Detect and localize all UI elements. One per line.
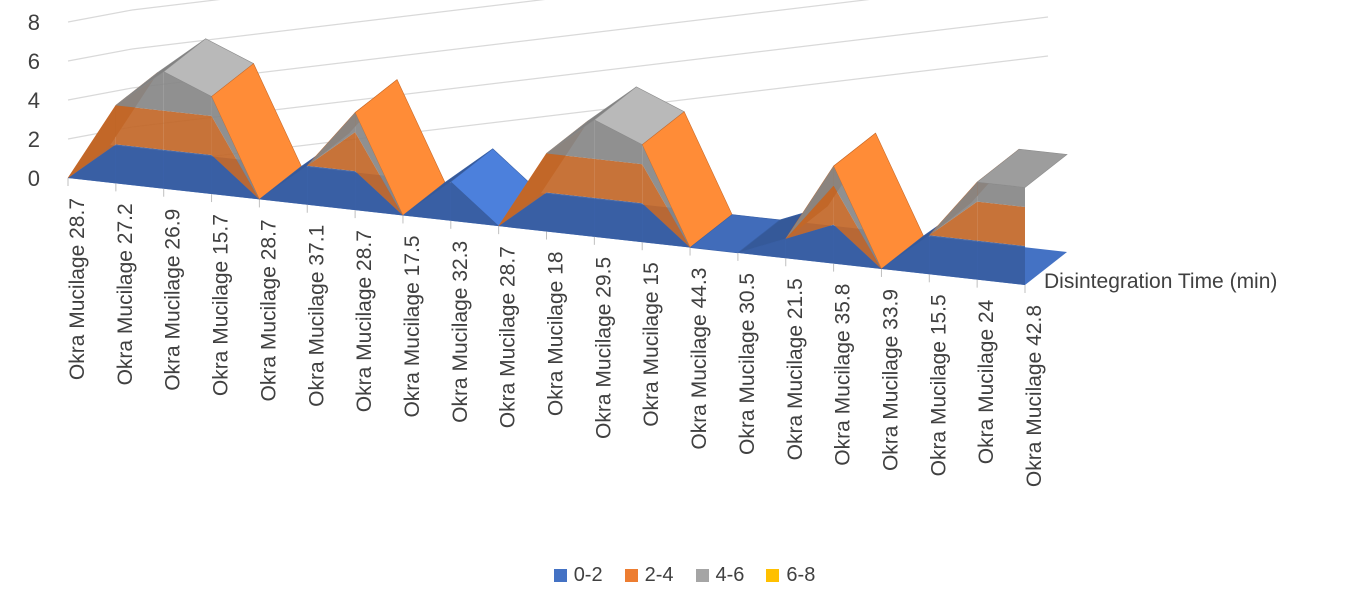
gridline-back: [131, 0, 221, 11]
surface-face-band: [211, 116, 260, 200]
surface-face-band: [594, 197, 643, 243]
surface-face-band: [450, 181, 499, 227]
y-tick-label: 0: [28, 166, 40, 191]
gridline-back: [131, 0, 546, 50]
x-tick-label: Okra Mucilage 24: [975, 299, 998, 464]
surface-face-band: [881, 235, 930, 275]
legend-swatch: [624, 569, 638, 582]
surface-face-band: [259, 165, 308, 205]
gridline-side: [67, 9, 133, 23]
surface-face-band: [642, 144, 691, 248]
x-tick-label: Okra Mucilage 28.7: [497, 246, 520, 428]
x-tick-label: Okra Mucilage 17.5: [401, 235, 424, 417]
x-axis-ticks: Okra Mucilage 28.7 Okra Mucilage 27.2 Okra…: [66, 178, 1046, 487]
gridline-side: [67, 87, 133, 101]
surface-face-band: [785, 224, 834, 264]
x-tick-label: Okra Mucilage 28.7: [257, 219, 280, 401]
surface-face-band: [833, 166, 882, 269]
x-tick-label: Okra Mucilage 15.7: [210, 214, 233, 396]
x-tick-label: Okra Mucilage 44.3: [688, 268, 711, 450]
surface-face-band: [211, 155, 260, 200]
surface-face-band: [307, 165, 356, 211]
surface-face-band: [546, 153, 595, 198]
y-axis-ticks: 0 2 4 6 8: [28, 10, 40, 191]
legend: 0-2 2-4 4-6 6-8: [0, 564, 1369, 587]
legend-swatch: [766, 569, 780, 582]
surface-face-band: [546, 192, 595, 237]
surface-strip: [976, 148, 1068, 188]
y-tick-label: 4: [28, 88, 40, 113]
surface-face-band: [977, 182, 1025, 207]
surface-face-band: [498, 192, 547, 232]
surface-face-band: [355, 171, 403, 216]
surface-face-band: [211, 96, 260, 200]
x-tick-label: Okra Mucilage 29.5: [592, 257, 615, 439]
legend-item: 0-2: [553, 564, 603, 587]
x-tick-label: Okra Mucilage 37.1: [305, 225, 328, 407]
surface-face-band: [833, 224, 882, 269]
surface-face-band: [498, 153, 547, 227]
x-tick-label: Okra Mucilage 18: [545, 252, 568, 417]
x-tick-label: Okra Mucilage 21.5: [784, 278, 807, 460]
x-tick-label: Okra Mucilage 33.9: [879, 289, 902, 471]
x-tick-label: Okra Mucilage 27.2: [114, 203, 137, 385]
gridline-back: [131, 0, 870, 89]
legend-item: 6-8: [766, 564, 815, 587]
legend-item: 2-4: [624, 564, 674, 587]
legend-label: 6-8: [786, 564, 816, 586]
surface-face-band: [929, 235, 978, 280]
x-tick-label: Okra Mucilage 42.8: [1023, 305, 1046, 487]
series-axis-label: Disintegration Time (min): [1044, 270, 1277, 293]
surface-face-band: [163, 149, 212, 195]
x-tick-label: Okra Mucilage 32.3: [449, 241, 472, 423]
legend-label: 0-2: [573, 564, 603, 586]
surface-face-band: [115, 71, 164, 111]
surface-face-band: [977, 201, 1025, 246]
x-tick-label: Okra Mucilage 35.8: [832, 284, 855, 466]
surface-face-band: [115, 105, 164, 150]
surface-face-band: [68, 144, 116, 184]
surface-face-band: [737, 238, 786, 259]
gridline-back: [131, 16, 1049, 128]
surface-face-band: [785, 166, 834, 239]
surface-face-band: [355, 112, 403, 216]
surface-face-band: [594, 158, 643, 204]
x-tick-label: Okra Mucilage 15: [640, 262, 663, 427]
surface-face-band: [929, 182, 978, 236]
surface-face-band: [594, 119, 643, 165]
surface-face-band: [307, 132, 356, 172]
surface-face-band: [115, 144, 164, 189]
legend-swatch: [553, 569, 567, 582]
y-tick-label: 8: [28, 10, 40, 35]
legend-label: 2-4: [644, 564, 674, 586]
surface-face-band: [307, 112, 356, 166]
x-tick-label: Okra Mucilage 26.9: [162, 209, 185, 391]
x-tick-label: Okra Mucilage 15.5: [927, 294, 950, 476]
y-tick-label: 6: [28, 49, 40, 74]
surface-face-band: [833, 185, 882, 269]
x-tick-label: Okra Mucilage 28.7: [353, 230, 376, 412]
x-tick-label: Okra Mucilage 30.5: [736, 273, 759, 455]
legend-label: 4-6: [715, 564, 745, 586]
surface-face-band: [68, 105, 116, 178]
x-tick-label: Okra Mucilage 28.7: [66, 198, 89, 380]
gridline-side: [67, 48, 133, 62]
legend-item: 4-6: [695, 564, 745, 587]
legend-swatch: [695, 569, 709, 582]
surface-face-band: [163, 71, 212, 117]
surface-face-band: [929, 201, 978, 241]
surface-face-band: [163, 110, 212, 156]
surface-face-band: [977, 240, 1025, 285]
y-tick-label: 2: [28, 127, 40, 152]
surface-face-band: [402, 181, 451, 221]
surface-face-band: [546, 119, 595, 159]
surface-plot-area: [67, 38, 1068, 285]
surface-face-band: [355, 132, 403, 216]
